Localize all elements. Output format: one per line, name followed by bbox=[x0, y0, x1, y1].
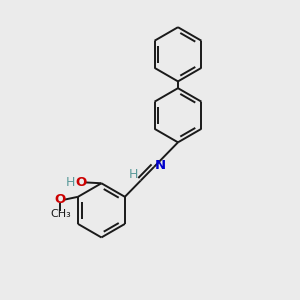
Text: H: H bbox=[129, 168, 138, 181]
Text: CH₃: CH₃ bbox=[50, 209, 71, 219]
Text: N: N bbox=[155, 159, 166, 172]
Text: O: O bbox=[76, 176, 87, 189]
Text: H: H bbox=[65, 176, 75, 189]
Text: O: O bbox=[55, 193, 66, 206]
